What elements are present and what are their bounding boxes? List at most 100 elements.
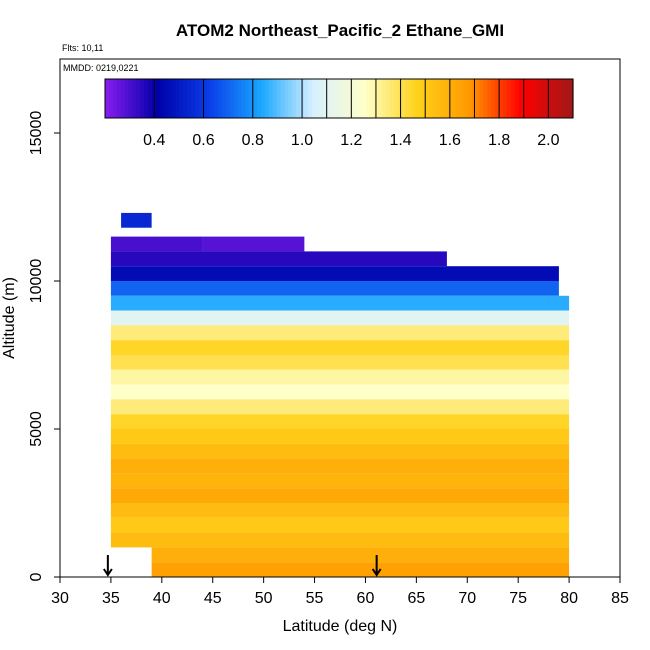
- colorbar-segment: [253, 79, 258, 118]
- colorbar-segment: [186, 79, 192, 118]
- colorbar-segment: [144, 79, 149, 118]
- colorbar-segment: [179, 79, 184, 118]
- colorbar-segment: [225, 79, 231, 118]
- colorbar-segment: [350, 79, 356, 118]
- heatmap-cell: [110, 473, 570, 489]
- colorbar-tick-label: 1.6: [439, 132, 461, 149]
- colorbar-segment: [237, 79, 243, 118]
- colorbar-segment: [331, 79, 336, 118]
- colorbar-segment: [292, 79, 297, 118]
- colorbar-segment: [479, 79, 484, 118]
- colorbar-segment: [385, 79, 391, 118]
- colorbar-tick-label: 1.8: [488, 132, 510, 149]
- colorbar-tick-label: 0.4: [143, 132, 165, 149]
- x-tick-label: 65: [407, 590, 425, 607]
- colorbar-segment: [502, 79, 508, 118]
- y-axis: 0 5000 10000 15000: [28, 111, 60, 581]
- x-tick-label: 30: [51, 590, 69, 607]
- colorbar-segment: [307, 79, 313, 118]
- heatmap-cell: [110, 266, 559, 281]
- colorbar-segment: [112, 79, 118, 118]
- heatmap-cell: [110, 295, 570, 311]
- colorbar-segment: [432, 79, 438, 118]
- colorbar-segment: [514, 79, 519, 118]
- heatmap-cell: [110, 503, 570, 518]
- colorbar: 0.4 0.6 0.8 1.0 1.2 1.4 1.6 1.8 2.0: [104, 78, 574, 149]
- colorbar-segment: [526, 79, 531, 118]
- colorbar-segment: [409, 79, 414, 118]
- colorbar-segment: [167, 79, 172, 118]
- colorbar-segment: [241, 79, 246, 118]
- colorbar-segment: [190, 79, 196, 118]
- heatmap-cell: [110, 399, 570, 415]
- colorbar-segment: [448, 79, 453, 118]
- arrows: [103, 555, 382, 577]
- colorbar-segment: [284, 79, 289, 118]
- colorbar-segment: [206, 79, 211, 118]
- colorbar-segment: [495, 79, 500, 118]
- heatmap-cell: [151, 562, 570, 577]
- colorbar-segment: [346, 79, 352, 118]
- colorbar-segment: [459, 79, 465, 118]
- heatmap-cell: [110, 443, 570, 459]
- x-tick-label: 40: [153, 590, 171, 607]
- colorbar-tick-label: 0.8: [242, 132, 264, 149]
- colorbar-segment: [323, 79, 328, 118]
- colorbar-segment: [147, 79, 153, 118]
- colorbar-segment: [541, 79, 547, 118]
- colorbar-segment: [483, 79, 488, 118]
- x-tick-label: 35: [102, 590, 120, 607]
- colorbar-segment: [171, 79, 176, 118]
- colorbar-segment: [105, 79, 110, 118]
- colorbar-segment: [327, 79, 332, 118]
- colorbar-segment: [362, 79, 367, 118]
- colorbar-segment: [405, 79, 410, 118]
- colorbar-segment: [288, 79, 293, 118]
- colorbar-segment: [401, 79, 406, 118]
- colorbar-segment: [272, 79, 278, 118]
- colorbar-segment: [393, 79, 399, 118]
- colorbar-segment: [210, 79, 215, 118]
- colorbar-segment: [116, 79, 122, 118]
- y-tick-label: 5000: [28, 411, 45, 447]
- colorbar-segment: [428, 79, 434, 118]
- colorbar-segment: [303, 79, 309, 118]
- y-tick-label: 10000: [28, 259, 45, 304]
- colorbar-segment: [354, 79, 360, 118]
- colorbar-segment: [413, 79, 418, 118]
- x-tick-label: 60: [357, 590, 375, 607]
- colorbar-segment: [537, 79, 543, 118]
- colorbar-segment: [510, 79, 516, 118]
- colorbar-segment: [233, 79, 239, 118]
- heatmap-cell: [151, 547, 570, 563]
- colorbar-segment: [565, 79, 570, 118]
- colorbar-segment: [120, 79, 126, 118]
- colorbar-segment: [342, 79, 348, 118]
- x-axis-label: Latitude (deg N): [283, 618, 398, 635]
- colorbar-segment: [315, 79, 321, 118]
- x-tick-label: 45: [204, 590, 222, 607]
- colorbar-segment: [440, 79, 445, 118]
- colorbar-segment: [569, 79, 574, 118]
- heatmap-cell: [110, 340, 570, 355]
- colorbar-tick-label: 1.0: [291, 132, 313, 149]
- colorbar-segment: [264, 79, 270, 118]
- colorbar-frame: [104, 78, 574, 119]
- heatmap-cell: [110, 532, 570, 548]
- colorbar-segment: [389, 79, 395, 118]
- colorbar-segment: [335, 79, 340, 118]
- colorbar-segment: [311, 79, 317, 118]
- colorbar-segment: [140, 79, 145, 118]
- colorbar-segment: [417, 79, 422, 118]
- heatmap-cell: [110, 236, 203, 252]
- x-tick-label: 85: [611, 590, 629, 607]
- colorbar-segment: [397, 79, 402, 118]
- colorbar-segment: [366, 79, 371, 118]
- y-axis-label: Altitude (m): [1, 277, 18, 359]
- heatmap-cell: [110, 384, 570, 400]
- colorbar-segment: [424, 79, 430, 118]
- colorbar-segment: [249, 79, 254, 118]
- colorbar-segment: [475, 79, 480, 118]
- colorbar-segment: [557, 79, 562, 118]
